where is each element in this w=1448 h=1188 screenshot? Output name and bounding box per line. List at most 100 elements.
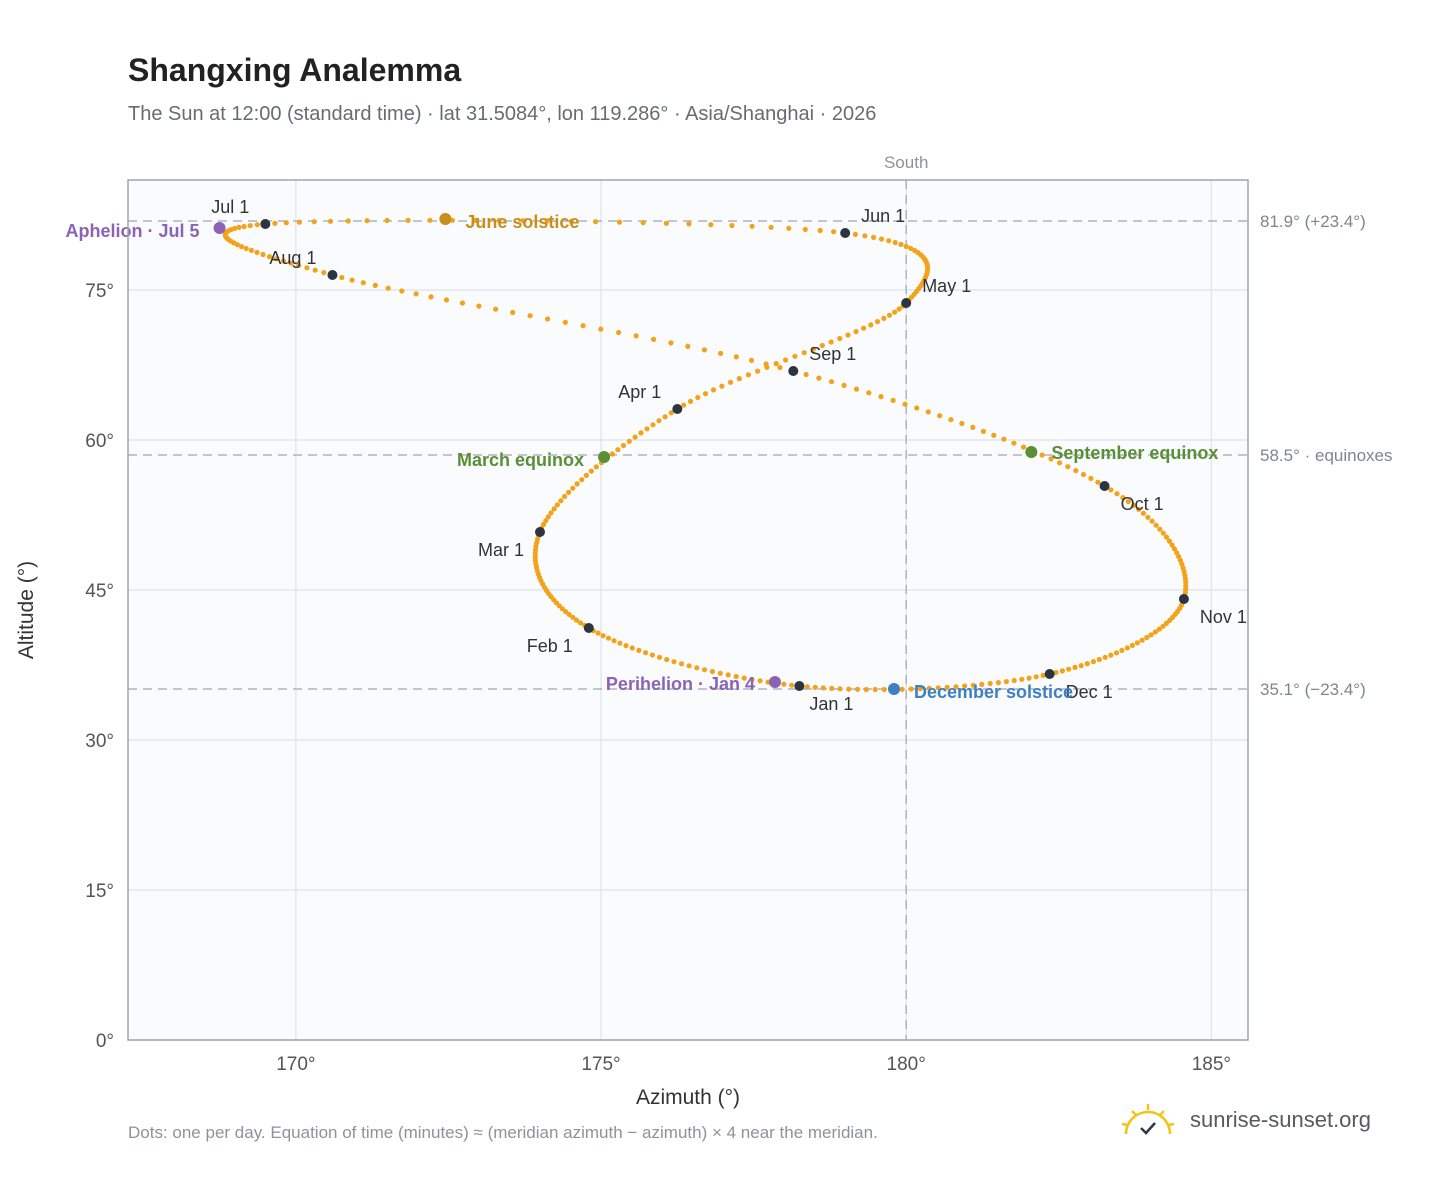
daily-dot bbox=[1048, 456, 1054, 462]
daily-dot bbox=[678, 661, 685, 667]
daily-dot bbox=[816, 375, 822, 381]
daily-dot bbox=[1078, 663, 1084, 669]
daily-dot bbox=[580, 323, 586, 329]
daily-dot bbox=[733, 354, 739, 360]
daily-dot bbox=[1039, 452, 1045, 458]
daily-dot bbox=[588, 468, 594, 474]
daily-dot bbox=[1156, 626, 1162, 632]
daily-dot bbox=[598, 326, 604, 332]
daily-dot bbox=[579, 477, 585, 483]
daily-dot bbox=[803, 371, 809, 378]
daily-dot bbox=[595, 630, 601, 636]
daily-dot bbox=[695, 394, 701, 401]
daily-dot bbox=[948, 417, 954, 423]
y-tick-label: 30° bbox=[85, 731, 114, 752]
daily-dot bbox=[898, 241, 904, 247]
daily-dot bbox=[1066, 666, 1072, 672]
daily-dot bbox=[473, 217, 479, 223]
event-marker bbox=[213, 222, 226, 234]
daily-dot bbox=[1129, 642, 1135, 649]
daily-dot bbox=[861, 325, 867, 331]
brand[interactable]: sunrise-sunset.org bbox=[1120, 1102, 1371, 1138]
daily-dot bbox=[854, 686, 861, 692]
month-marker bbox=[534, 527, 545, 537]
daily-dot bbox=[1053, 669, 1059, 676]
daily-dot bbox=[748, 357, 755, 363]
month-marker bbox=[1044, 669, 1055, 679]
daily-dot bbox=[812, 684, 818, 691]
daily-dot bbox=[360, 280, 366, 286]
daily-dot bbox=[615, 447, 621, 453]
daily-dot bbox=[236, 224, 242, 230]
daily-dot bbox=[1056, 460, 1063, 466]
event-marker bbox=[598, 451, 611, 463]
month-marker bbox=[583, 623, 594, 633]
daily-dot bbox=[651, 336, 657, 342]
daily-dot bbox=[243, 245, 249, 252]
daily-dot bbox=[719, 383, 725, 389]
daily-dot bbox=[727, 379, 734, 385]
month-label: Jul 1 bbox=[211, 197, 249, 217]
daily-dot bbox=[1080, 471, 1087, 478]
daily-dot bbox=[1125, 498, 1131, 505]
daily-dot bbox=[1160, 623, 1166, 629]
daily-dot bbox=[570, 614, 576, 620]
daily-dot bbox=[1084, 661, 1090, 667]
daily-dot bbox=[710, 387, 717, 393]
daily-dot bbox=[611, 638, 617, 644]
daily-dot bbox=[577, 620, 584, 626]
event-markers: June solstice March equinox September equi… bbox=[66, 212, 1219, 702]
month-label: Aug 1 bbox=[269, 248, 316, 268]
event-marker bbox=[768, 676, 781, 688]
daily-dot bbox=[566, 489, 572, 495]
daily-dot bbox=[593, 219, 599, 225]
daily-dot bbox=[1108, 652, 1114, 658]
daily-dot bbox=[837, 335, 843, 342]
daily-dot bbox=[662, 414, 668, 420]
daily-dot bbox=[1157, 526, 1163, 532]
daily-dot bbox=[413, 291, 419, 297]
daily-dot bbox=[311, 219, 317, 225]
month-marker bbox=[1099, 481, 1110, 491]
daily-dot bbox=[656, 418, 662, 424]
daily-dot bbox=[1167, 617, 1173, 624]
daily-dot bbox=[837, 686, 843, 692]
daily-dot bbox=[600, 633, 606, 639]
daily-dot bbox=[908, 686, 914, 692]
daily-dot bbox=[1136, 506, 1142, 512]
month-markers: Jan 1 Feb 1 Mar 1 Apr 1 May 1 Jun 1 Jul 1 Aug 1… bbox=[211, 197, 1247, 714]
event-label: June solstice bbox=[465, 212, 579, 232]
daily-dot bbox=[1073, 468, 1079, 474]
event-label: Perihelion · Jan 4 bbox=[606, 674, 755, 694]
month-marker bbox=[1178, 594, 1189, 604]
daily-dot bbox=[1020, 444, 1027, 450]
x-tick-label: 170° bbox=[276, 1054, 315, 1075]
daily-dot bbox=[510, 309, 516, 316]
daily-dot bbox=[1059, 668, 1065, 674]
daily-dot bbox=[260, 251, 266, 258]
daily-dot bbox=[970, 682, 976, 688]
daily-dot bbox=[345, 218, 351, 224]
daily-dot bbox=[953, 684, 959, 690]
daily-dot bbox=[878, 394, 884, 400]
daily-dot bbox=[633, 333, 639, 339]
daily-dot bbox=[1119, 647, 1125, 654]
daily-dot bbox=[558, 498, 564, 504]
daily-dot bbox=[686, 663, 692, 669]
daily-dot bbox=[1171, 546, 1178, 552]
daily-dot bbox=[926, 685, 932, 691]
daily-dot bbox=[937, 413, 943, 419]
daily-dot bbox=[755, 368, 761, 374]
reference-lines: 81.9° (+23.4°) 58.5° · equinoxes 35.1° (−2… bbox=[128, 212, 1393, 699]
daily-dot bbox=[701, 347, 708, 353]
daily-dot bbox=[792, 353, 798, 359]
daily-dot bbox=[234, 242, 240, 248]
daily-dot bbox=[694, 665, 700, 671]
daily-dot bbox=[296, 262, 302, 269]
meridian-label: South bbox=[884, 153, 928, 172]
daily-dot bbox=[288, 260, 294, 266]
daily-dot bbox=[266, 254, 273, 260]
daily-dot bbox=[757, 678, 763, 684]
daily-dot bbox=[896, 306, 902, 312]
